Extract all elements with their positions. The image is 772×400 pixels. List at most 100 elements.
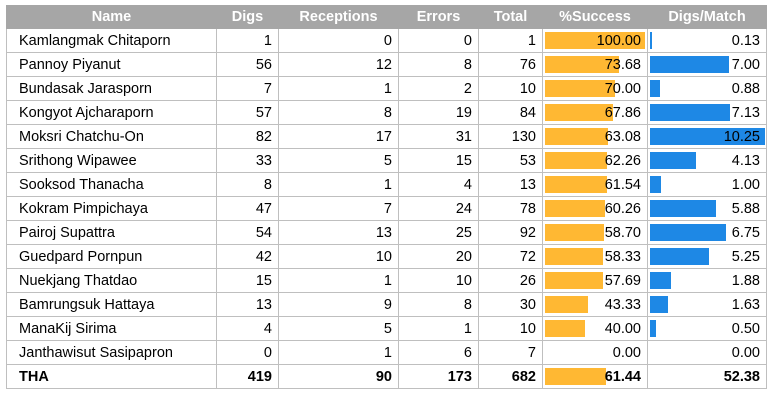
errors-cell: 4: [398, 172, 479, 197]
total-cell: 72: [478, 244, 543, 269]
player-name: Sooksod Thanacha: [6, 172, 217, 197]
stats-table: Name Digs Receptions Errors Total %Succe…: [6, 5, 767, 389]
errors-cell: 173: [398, 364, 479, 389]
success-cell: 0.00: [542, 340, 648, 365]
player-name: Kokram Pimpichaya: [6, 196, 217, 221]
digs-per-match-cell: 4.13: [647, 148, 767, 173]
table-row: Nuekjang Thatdao 15 1 10 26 57.69 1.88: [6, 268, 767, 293]
digs-per-match-bar: [650, 272, 671, 289]
success-cell: 63.08: [542, 124, 648, 149]
success-bar: [545, 320, 585, 337]
success-cell: 60.26: [542, 196, 648, 221]
player-name: THA: [6, 364, 217, 389]
success-value: 63.08: [604, 128, 641, 145]
header-digs: Digs: [216, 5, 279, 29]
receptions-cell: 10: [278, 244, 399, 269]
digs-per-match-value: 0.50: [731, 320, 760, 337]
digs-cell: 8: [216, 172, 279, 197]
total-cell: 7: [478, 340, 543, 365]
digs-per-match-bar: [650, 296, 668, 313]
digs-cell: 47: [216, 196, 279, 221]
table-body: Kamlangmak Chitaporn 1 0 0 1 100.00 0.13 Pannoy…: [6, 28, 767, 389]
success-cell: 57.69: [542, 268, 648, 293]
errors-cell: 6: [398, 340, 479, 365]
total-cell: 10: [478, 76, 543, 101]
digs-per-match-cell: 1.63: [647, 292, 767, 317]
total-cell: 53: [478, 148, 543, 173]
digs-per-match-value: 7.00: [731, 56, 760, 73]
digs-per-match-value: 10.25: [723, 128, 760, 145]
table-row: Bundasak Jarasporn 7 1 2 10 70.00 0.88: [6, 76, 767, 101]
success-value: 40.00: [604, 320, 641, 337]
digs-per-match-cell: 7.13: [647, 100, 767, 125]
errors-cell: 0: [398, 28, 479, 53]
digs-per-match-cell: 5.25: [647, 244, 767, 269]
digs-per-match-cell: 0.50: [647, 316, 767, 341]
table-row: Pannoy Piyanut 56 12 8 76 73.68 7.00: [6, 52, 767, 77]
success-bar: [545, 56, 619, 73]
receptions-cell: 1: [278, 340, 399, 365]
digs-per-match-bar: [650, 104, 730, 121]
errors-cell: 19: [398, 100, 479, 125]
digs-per-match-value: 0.00: [731, 344, 760, 361]
success-value: 57.69: [604, 272, 641, 289]
digs-per-match-bar: [650, 200, 716, 217]
success-cell: 43.33: [542, 292, 648, 317]
receptions-cell: 0: [278, 28, 399, 53]
success-bar: [545, 128, 608, 145]
digs-per-match-cell: 0.00: [647, 340, 767, 365]
digs-per-match-cell: 1.88: [647, 268, 767, 293]
total-cell: 78: [478, 196, 543, 221]
success-value: 60.26: [604, 200, 641, 217]
table-row: Moksri Chatchu-On 82 17 31 130 63.08 10.25: [6, 124, 767, 149]
digs-cell: 419: [216, 364, 279, 389]
errors-cell: 20: [398, 244, 479, 269]
player-name: Guedpard Pornpun: [6, 244, 217, 269]
table-row: ManaKij Sirima 4 5 1 10 40.00 0.50: [6, 316, 767, 341]
success-value: 43.33: [604, 296, 641, 313]
success-cell: 62.26: [542, 148, 648, 173]
digs-per-match-cell: 1.00: [647, 172, 767, 197]
digs-per-match-cell: 5.88: [647, 196, 767, 221]
digs-per-match-bar: [650, 32, 652, 49]
success-cell: 70.00: [542, 76, 648, 101]
header-receptions: Receptions: [278, 5, 399, 29]
digs-per-match-bar: [650, 128, 765, 145]
table-row: Kongyot Ajcharaporn 57 8 19 84 67.86 7.13: [6, 100, 767, 125]
table-row: Sooksod Thanacha 8 1 4 13 61.54 1.00: [6, 172, 767, 197]
success-cell: 58.70: [542, 220, 648, 245]
digs-per-match-bar: [650, 320, 656, 337]
header-total: Total: [478, 5, 543, 29]
success-cell: 40.00: [542, 316, 648, 341]
digs-per-match-value: 0.88: [731, 80, 760, 97]
digs-per-match-bar: [650, 248, 709, 265]
success-cell: 73.68: [542, 52, 648, 77]
digs-per-match-cell: 0.13: [647, 28, 767, 53]
table-row: Pairoj Supattra 54 13 25 92 58.70 6.75: [6, 220, 767, 245]
digs-per-match-value: 1.63: [731, 296, 760, 313]
header-name: Name: [6, 5, 217, 29]
total-cell: 682: [478, 364, 543, 389]
total-cell: 13: [478, 172, 543, 197]
player-name: Bamrungsuk Hattaya: [6, 292, 217, 317]
digs-per-match-value: 4.13: [731, 152, 760, 169]
errors-cell: 24: [398, 196, 479, 221]
digs-cell: 7: [216, 76, 279, 101]
player-name: Kamlangmak Chitaporn: [6, 28, 217, 53]
success-bar: [545, 152, 607, 169]
total-row: THA 419 90 173 682 61.44 52.38: [6, 364, 767, 389]
success-bar: [545, 272, 603, 289]
errors-cell: 25: [398, 220, 479, 245]
receptions-cell: 1: [278, 172, 399, 197]
success-value: 61.44: [604, 368, 641, 385]
success-value: 58.33: [604, 248, 641, 265]
digs-per-match-cell: 0.88: [647, 76, 767, 101]
total-cell: 26: [478, 268, 543, 293]
digs-per-match-value: 1.00: [731, 176, 760, 193]
success-bar: [545, 32, 645, 49]
success-value: 100.00: [596, 32, 641, 49]
total-cell: 130: [478, 124, 543, 149]
table-row: Guedpard Pornpun 42 10 20 72 58.33 5.25: [6, 244, 767, 269]
digs-cell: 57: [216, 100, 279, 125]
table-row: Kokram Pimpichaya 47 7 24 78 60.26 5.88: [6, 196, 767, 221]
